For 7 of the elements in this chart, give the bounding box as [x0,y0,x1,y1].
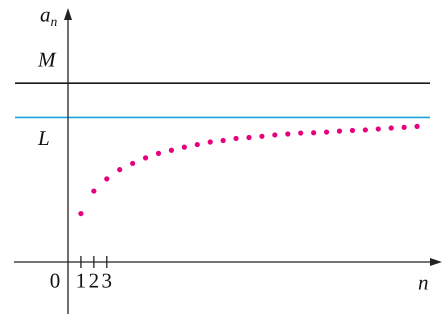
ref-line-label: M [37,48,57,72]
x-tick-label: 3 [102,268,112,293]
ref-line-label: L [37,126,50,150]
x-tick-label: 1 [76,268,86,293]
x-tick-label: 0 [50,268,60,293]
x-tick-label: 2 [88,268,100,293]
x-axis-title: n [418,270,428,295]
